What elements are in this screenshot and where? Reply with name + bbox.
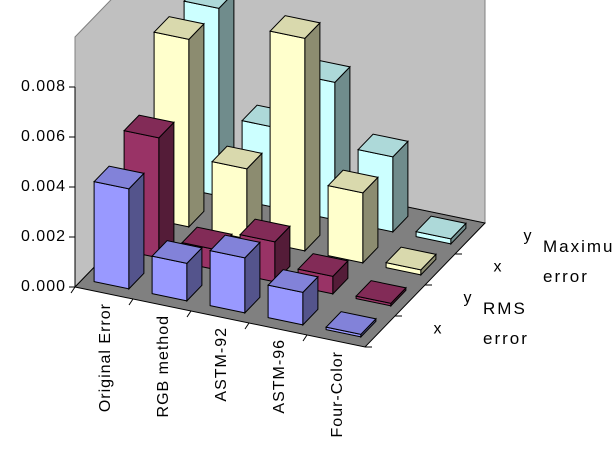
x-tick	[244, 322, 250, 330]
depth-label: x	[494, 259, 503, 276]
bar-top	[357, 133, 409, 158]
x-tick-label: RGB method	[155, 315, 172, 417]
bar-side	[128, 172, 145, 291]
bar-top	[269, 15, 321, 39]
y-tick-label: 0.008	[21, 78, 66, 95]
depth-group-label: RMS error	[483, 299, 529, 348]
bar-top	[239, 218, 291, 243]
bar-side	[188, 22, 205, 229]
bar-front	[211, 161, 248, 240]
bar-top	[327, 169, 379, 194]
bar	[93, 165, 145, 291]
bar	[385, 246, 437, 277]
y-tick-label: 0.000	[21, 278, 66, 295]
bar-top	[211, 145, 263, 170]
bar	[415, 215, 467, 246]
depth-label: x	[434, 321, 443, 338]
x-tick	[186, 310, 192, 318]
x-tick-label: ASTM-96	[271, 339, 288, 414]
y-tick-label: 0.006	[21, 128, 66, 145]
bar-front	[209, 250, 246, 314]
bar-top	[325, 311, 377, 335]
bar-top	[385, 246, 437, 271]
bar	[355, 280, 407, 308]
bar	[269, 15, 321, 253]
bar	[325, 311, 377, 339]
bar-top	[267, 269, 319, 293]
bar	[267, 269, 319, 327]
bar-side	[158, 121, 175, 260]
bar-front	[327, 185, 364, 264]
bar-side	[304, 21, 321, 253]
bar	[327, 169, 379, 265]
bar-front	[151, 255, 188, 302]
bar-top	[123, 114, 175, 139]
x-tick-label: Original Error	[97, 303, 114, 412]
bar	[211, 145, 263, 241]
bar	[209, 234, 261, 315]
bar	[151, 240, 203, 303]
x-tick	[302, 334, 308, 342]
y-tick-label: 0.004	[21, 178, 66, 195]
depth-label: y	[464, 290, 473, 307]
depth-group-label: Maximum error	[543, 237, 614, 286]
bar-front	[269, 30, 306, 252]
bar-front	[93, 181, 130, 290]
bar-top	[209, 234, 261, 259]
x-tick	[70, 286, 76, 294]
bar-top	[183, 0, 228, 9]
x-tick-label: Four-Color	[329, 351, 346, 437]
bar-top	[93, 165, 145, 190]
bar-top	[153, 16, 205, 40]
bar-top	[355, 280, 407, 304]
depth-label: y	[524, 228, 533, 245]
y-tick-label: 0.002	[21, 228, 66, 245]
x-tick-label: ASTM-92	[213, 327, 230, 402]
bar-top	[151, 240, 203, 264]
bar-top	[415, 215, 467, 240]
x-tick	[128, 298, 134, 306]
bar-top	[297, 253, 349, 277]
